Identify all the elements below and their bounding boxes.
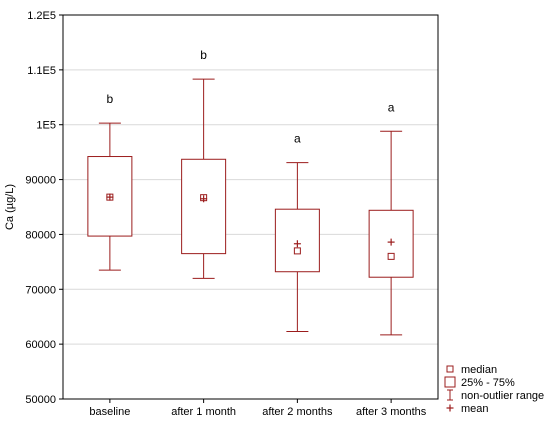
legend-entry-label: non-outlier range — [461, 390, 544, 402]
legend-range-symbol — [447, 389, 453, 401]
legend-entry-label: median — [461, 364, 497, 376]
box-group: a — [274, 132, 320, 333]
legend-box-symbol — [444, 376, 456, 388]
mean-marker — [293, 240, 301, 248]
significance-label: b — [200, 48, 207, 62]
x-tick-label: baseline — [89, 406, 130, 418]
y-tick-label: 50000 — [25, 394, 56, 406]
legend-entry-label: 25% - 75% — [461, 377, 515, 389]
y-tick-label: 70000 — [25, 284, 56, 296]
significance-label: a — [388, 100, 395, 114]
legend-entry-label: mean — [461, 403, 489, 415]
box-group: a — [368, 100, 414, 336]
x-tick-label: after 3 months — [356, 406, 427, 418]
plot-frame — [62, 14, 439, 400]
y-axis-label: Ca (µg/L) — [4, 184, 16, 230]
mean-marker — [387, 238, 395, 246]
legend-median-symbol — [446, 365, 454, 373]
x-tick-label: after 2 months — [262, 406, 333, 418]
legend-mean-symbol — [446, 404, 454, 412]
y-tick-label: 90000 — [25, 175, 56, 187]
y-tick-label: 1.2E5 — [27, 10, 56, 22]
box-group: b — [181, 48, 227, 279]
significance-label: a — [294, 132, 301, 146]
median-marker — [293, 247, 301, 255]
y-tick-label: 1.1E5 — [27, 65, 56, 77]
boxes: b b a a — [87, 48, 414, 336]
significance-label: b — [107, 92, 114, 106]
x-axis: baseline after 1 month after 2 months after… — [89, 399, 427, 418]
median-marker — [387, 252, 395, 260]
mean-marker — [200, 195, 208, 203]
y-tick-label: 80000 — [25, 229, 56, 241]
y-tick-label: 1E5 — [36, 120, 56, 132]
box-iqr — [181, 158, 227, 255]
box-group: b — [87, 92, 133, 271]
y-tick-label: 60000 — [25, 339, 56, 351]
mean-marker — [106, 193, 114, 201]
y-axis: 50000 60000 70000 80000 90000 1E5 1.1E5 1.2E5 — [25, 10, 63, 406]
x-tick-label: after 1 month — [171, 406, 236, 418]
